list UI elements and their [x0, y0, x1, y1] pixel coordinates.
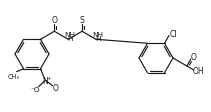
Text: S: S [80, 16, 84, 25]
Text: ⁻O: ⁻O [31, 86, 40, 92]
Text: CH₃: CH₃ [8, 73, 19, 79]
Text: Cl: Cl [169, 30, 177, 39]
Text: O: O [191, 52, 197, 61]
Text: O: O [51, 16, 57, 25]
Text: +: + [47, 76, 51, 81]
Text: OH: OH [193, 66, 205, 75]
Text: NH: NH [65, 32, 76, 38]
Text: H: H [68, 36, 73, 42]
Text: H: H [95, 36, 101, 42]
Text: O: O [53, 83, 58, 92]
Text: N: N [43, 76, 48, 85]
Text: NH: NH [92, 32, 103, 38]
